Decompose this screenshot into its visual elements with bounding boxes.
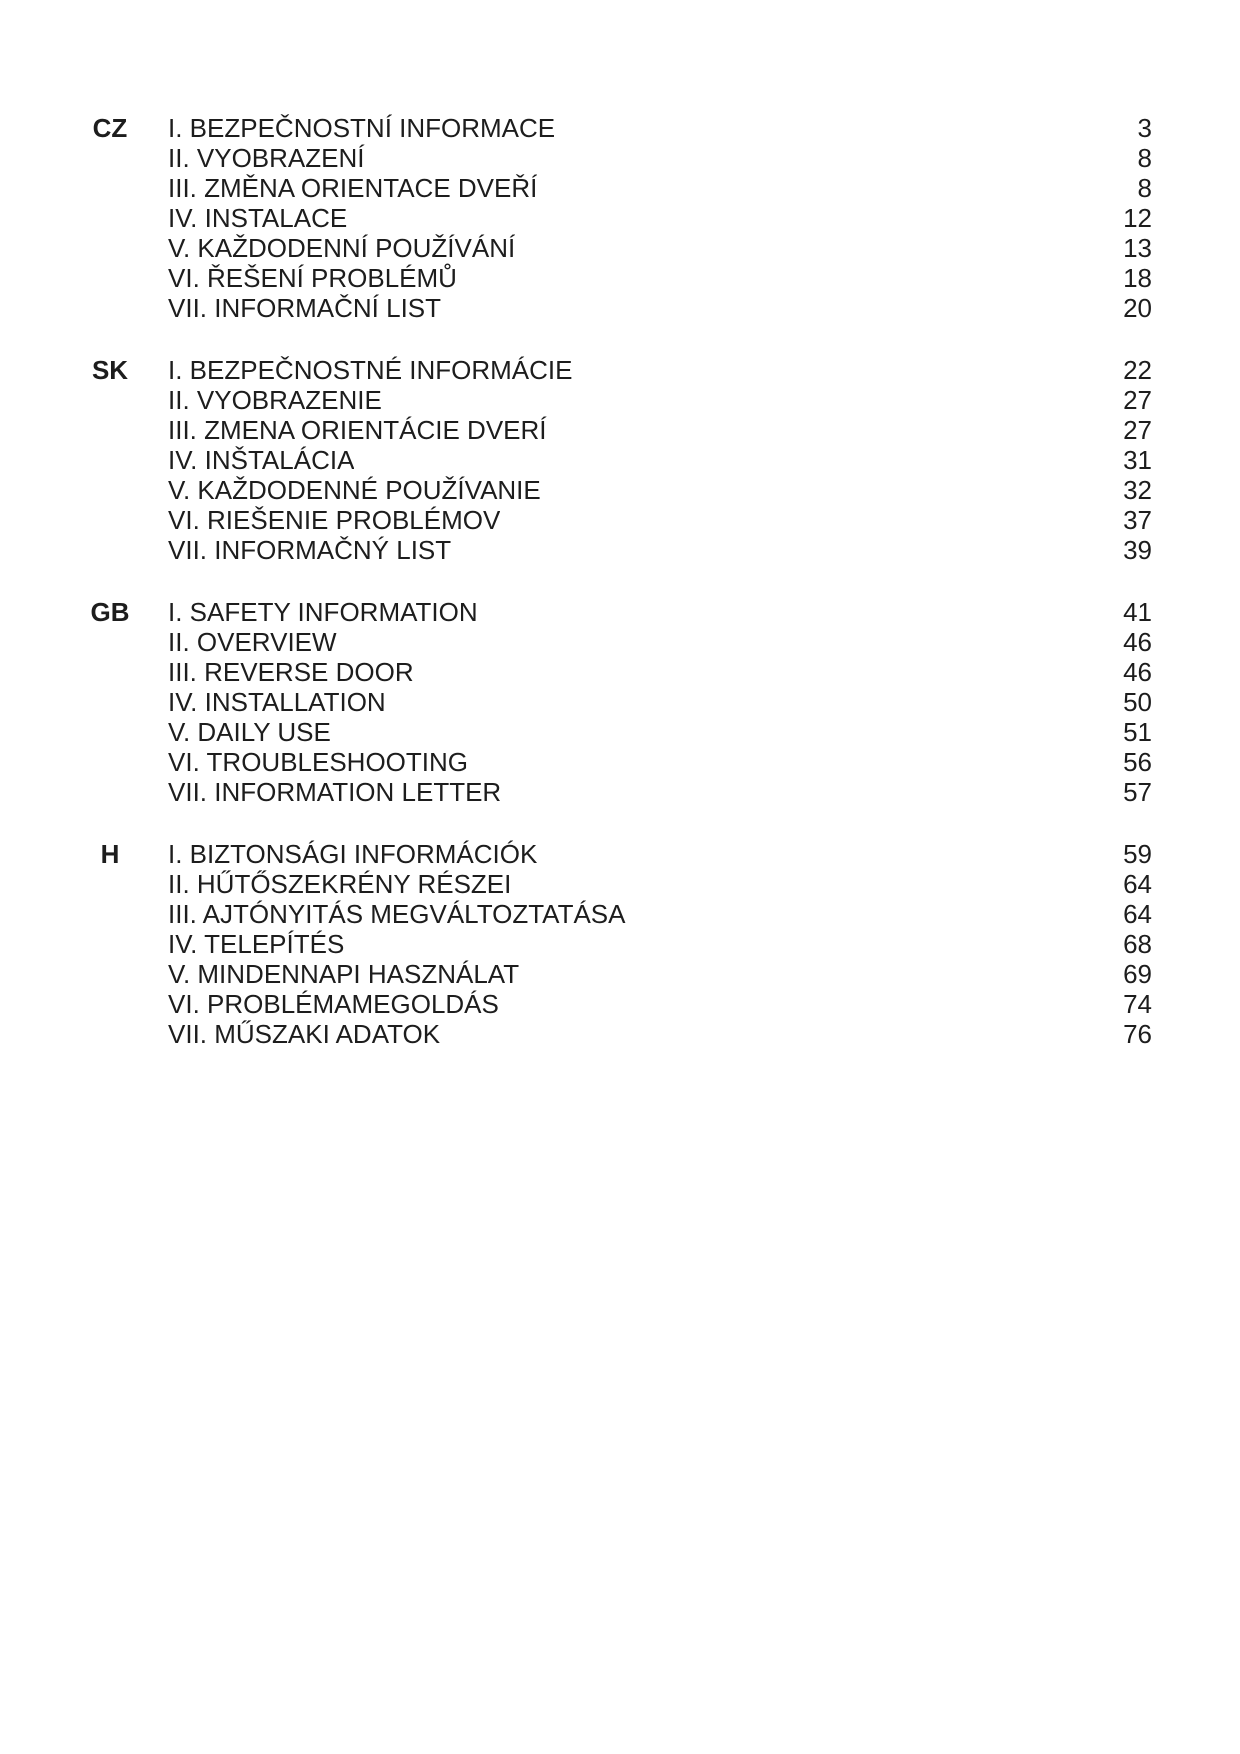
toc-entry-title: VII. INFORMAČNÝ LIST: [168, 535, 452, 565]
toc-entry-page-number: 76: [1123, 1019, 1152, 1049]
toc-entry: III. ZMENA ORIENTÁCIE DVERÍ 27: [168, 415, 1152, 445]
toc-entry: II. VYOBRAZENIE 27: [168, 385, 1152, 415]
toc-entry-title: III. ZMENA ORIENTÁCIE DVERÍ: [168, 415, 547, 445]
toc-entry: V. DAILY USE 51: [168, 717, 1152, 747]
toc-entry: I. BEZPEČNOSTNÉ INFORMÁCIE 22: [168, 355, 1152, 385]
toc-entry: VII. INFORMAČNÝ LIST 39: [168, 535, 1152, 565]
toc-entry: VII. INFORMAČNÍ LIST 20: [168, 293, 1152, 323]
toc-entry-page-number: 8: [1137, 173, 1152, 203]
toc-entry-page-number: 69: [1123, 959, 1152, 989]
toc-entry-page-number: 20: [1123, 293, 1152, 323]
toc-section-cz: CZ I. BEZPEČNOSTNÍ INFORMACE 3 II. VYOBR…: [0, 113, 1240, 323]
toc-entry-page-number: 37: [1123, 505, 1152, 535]
toc-entry-title: I. BEZPEČNOSTNÉ INFORMÁCIE: [168, 355, 573, 385]
toc-entry-title: IV. INSTALACE: [168, 203, 348, 233]
toc-entry: VI. ŘEŠENÍ PROBLÉMŮ 18: [168, 263, 1152, 293]
toc-entry-title: V. KAŽDODENNÉ POUŽÍVANIE: [168, 475, 541, 505]
toc-entry-page-number: 64: [1123, 899, 1152, 929]
toc-entry: I. SAFETY INFORMATION 41: [168, 597, 1152, 627]
toc-entry: V. KAŽDODENNÍ POUŽÍVÁNÍ 13: [168, 233, 1152, 263]
toc-entry-page-number: 59: [1123, 839, 1152, 869]
toc-entry: II. HŰTŐSZEKRÉNY RÉSZEI 64: [168, 869, 1152, 899]
toc-entry-page-number: 51: [1123, 717, 1152, 747]
toc-entry-page-number: 3: [1137, 113, 1152, 143]
toc-entry-page-number: 8: [1137, 143, 1152, 173]
toc-entry-page-number: 32: [1123, 475, 1152, 505]
toc-entry-title: VII. MŰSZAKI ADATOK: [168, 1019, 441, 1049]
toc-section-items: I. BIZTONSÁGI INFORMÁCIÓK 59 II. HŰTŐSZE…: [168, 839, 1240, 1049]
toc-entry-title: II. VYOBRAZENIE: [168, 385, 382, 415]
toc-entry-title: IV. INSTALLATION: [168, 687, 386, 717]
language-code-label: GB: [90, 597, 130, 627]
toc-entry-page-number: 56: [1123, 747, 1152, 777]
toc-entry: VII. INFORMATION LETTER 57: [168, 777, 1152, 807]
toc-entry-title: III. ZMĚNA ORIENTACE DVEŘÍ: [168, 173, 538, 203]
toc-entry-title: II. VYOBRAZENÍ: [168, 143, 365, 173]
toc-entry-title: V. MINDENNAPI HASZNÁLAT: [168, 959, 520, 989]
toc-entry-page-number: 27: [1123, 385, 1152, 415]
toc-entry-page-number: 12: [1123, 203, 1152, 233]
toc-entry: VI. TROUBLESHOOTING 56: [168, 747, 1152, 777]
toc-entry-title: VII. INFORMAČNÍ LIST: [168, 293, 442, 323]
toc-entry-title: VI. TROUBLESHOOTING: [168, 747, 469, 777]
toc-entry-title: III. REVERSE DOOR: [168, 657, 414, 687]
toc-entry: III. REVERSE DOOR 46: [168, 657, 1152, 687]
toc-entry-page-number: 18: [1123, 263, 1152, 293]
toc-entry-title: V. KAŽDODENNÍ POUŽÍVÁNÍ: [168, 233, 516, 263]
toc-section-sk: SK I. BEZPEČNOSTNÉ INFORMÁCIE 22 II. VYO…: [0, 355, 1240, 565]
toc-entry: II. VYOBRAZENÍ 8: [168, 143, 1152, 173]
toc-entry-title: II. OVERVIEW: [168, 627, 337, 657]
toc-entry: II. OVERVIEW 46: [168, 627, 1152, 657]
toc-entry-title: III. AJTÓNYITÁS MEGVÁLTOZTATÁSA: [168, 899, 626, 929]
toc-section-items: I. SAFETY INFORMATION 41 II. OVERVIEW 46…: [168, 597, 1240, 807]
toc-entry-page-number: 22: [1123, 355, 1152, 385]
table-of-contents: CZ I. BEZPEČNOSTNÍ INFORMACE 3 II. VYOBR…: [0, 113, 1240, 1049]
toc-entry-page-number: 74: [1123, 989, 1152, 1019]
toc-entry-page-number: 68: [1123, 929, 1152, 959]
language-code-label: H: [100, 839, 120, 869]
toc-entry-title: I. SAFETY INFORMATION: [168, 597, 478, 627]
toc-entry: VII. MŰSZAKI ADATOK 76: [168, 1019, 1152, 1049]
toc-entry-title: VI. RIEŠENIE PROBLÉMOV: [168, 505, 501, 535]
toc-section-items: I. BEZPEČNOSTNÍ INFORMACE 3 II. VYOBRAZE…: [168, 113, 1240, 323]
toc-entry: V. MINDENNAPI HASZNÁLAT 69: [168, 959, 1152, 989]
toc-entry: I. BEZPEČNOSTNÍ INFORMACE 3: [168, 113, 1152, 143]
toc-entry: IV. INSTALACE 12: [168, 203, 1152, 233]
toc-entry: VI. PROBLÉMAMEGOLDÁS 74: [168, 989, 1152, 1019]
toc-entry-title: I. BEZPEČNOSTNÍ INFORMACE: [168, 113, 556, 143]
toc-section-items: I. BEZPEČNOSTNÉ INFORMÁCIE 22 II. VYOBRA…: [168, 355, 1240, 565]
toc-entry: IV. TELEPÍTÉS 68: [168, 929, 1152, 959]
toc-entry-page-number: 57: [1123, 777, 1152, 807]
toc-entry-title: VI. PROBLÉMAMEGOLDÁS: [168, 989, 499, 1019]
toc-entry: IV. INSTALLATION 50: [168, 687, 1152, 717]
toc-entry-page-number: 46: [1123, 657, 1152, 687]
toc-entry-title: IV. INŠTALÁCIA: [168, 445, 355, 475]
language-code-label: CZ: [92, 113, 128, 143]
toc-entry-page-number: 46: [1123, 627, 1152, 657]
toc-entry-title: VII. INFORMATION LETTER: [168, 777, 502, 807]
toc-entry: VI. RIEŠENIE PROBLÉMOV 37: [168, 505, 1152, 535]
toc-section-h: H I. BIZTONSÁGI INFORMÁCIÓK 59 II. HŰTŐS…: [0, 839, 1240, 1049]
language-code-label: SK: [91, 355, 129, 385]
toc-entry-page-number: 31: [1123, 445, 1152, 475]
toc-entry-page-number: 39: [1123, 535, 1152, 565]
toc-entry: I. BIZTONSÁGI INFORMÁCIÓK 59: [168, 839, 1152, 869]
toc-entry-title: IV. TELEPÍTÉS: [168, 929, 345, 959]
toc-entry-page-number: 13: [1123, 233, 1152, 263]
toc-entry-page-number: 27: [1123, 415, 1152, 445]
toc-entry-page-number: 50: [1123, 687, 1152, 717]
toc-entry-page-number: 41: [1123, 597, 1152, 627]
toc-section-gb: GB I. SAFETY INFORMATION 41 II. OVERVIEW…: [0, 597, 1240, 807]
toc-entry: V. KAŽDODENNÉ POUŽÍVANIE 32: [168, 475, 1152, 505]
toc-entry-title: II. HŰTŐSZEKRÉNY RÉSZEI: [168, 869, 512, 899]
toc-entry: III. ZMĚNA ORIENTACE DVEŘÍ 8: [168, 173, 1152, 203]
toc-entry-page-number: 64: [1123, 869, 1152, 899]
toc-entry-title: V. DAILY USE: [168, 717, 331, 747]
toc-entry-title: VI. ŘEŠENÍ PROBLÉMŮ: [168, 263, 457, 293]
toc-entry: IV. INŠTALÁCIA 31: [168, 445, 1152, 475]
toc-entry: III. AJTÓNYITÁS MEGVÁLTOZTATÁSA 64: [168, 899, 1152, 929]
toc-entry-title: I. BIZTONSÁGI INFORMÁCIÓK: [168, 839, 538, 869]
